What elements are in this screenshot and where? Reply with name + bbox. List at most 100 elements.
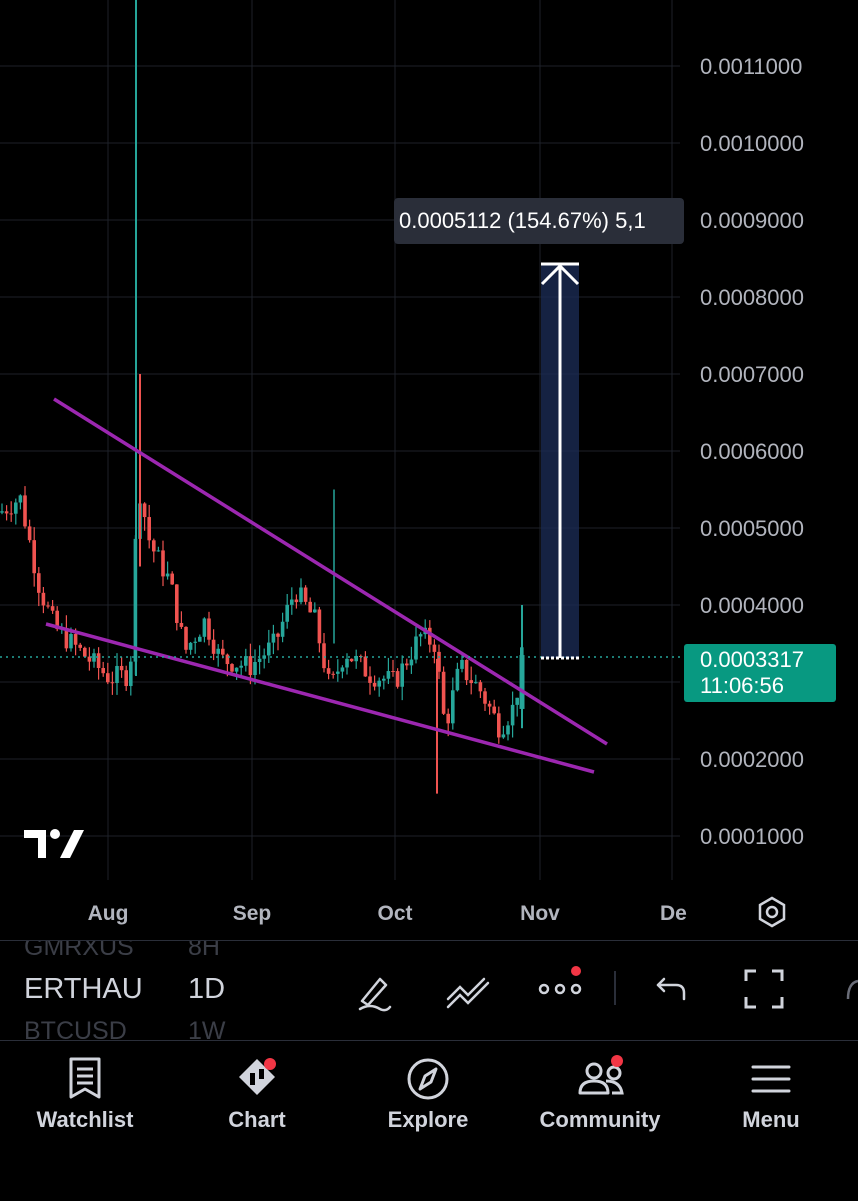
candle-body (451, 690, 455, 724)
candle-body (179, 622, 184, 627)
nav-label: Watchlist (36, 1107, 134, 1132)
undo-icon[interactable] (652, 971, 688, 1007)
candle-body (41, 592, 46, 606)
candle-body (152, 540, 156, 552)
time-tick-label: Oct (377, 902, 412, 925)
candle-body (368, 676, 372, 683)
candle-body (441, 671, 446, 714)
candle-body (409, 659, 414, 666)
candle-body (156, 550, 161, 552)
candle-body (129, 661, 133, 687)
candle-body (395, 671, 400, 687)
candle-body (239, 665, 243, 668)
menu-icon (751, 1065, 791, 1093)
candle-body (92, 653, 96, 662)
candle-body (405, 663, 409, 666)
time-tick-label: De (660, 902, 687, 925)
time-axis: Aug Sep Oct Nov De (88, 902, 687, 925)
compass-icon (407, 1058, 449, 1100)
candle-body (64, 628, 69, 649)
nav-chart[interactable]: Chart (172, 1041, 342, 1151)
chart-settings-icon[interactable] (754, 894, 790, 930)
candle-body (414, 636, 418, 660)
nav-menu[interactable]: Menu (686, 1041, 856, 1151)
candle-body (276, 633, 280, 637)
time-tick-label: Aug (88, 902, 129, 925)
candle-body (83, 647, 87, 657)
time-tick-label: Nov (520, 902, 560, 925)
candle-body (400, 663, 404, 687)
symbol-prev[interactable]: GMRXUS (24, 940, 134, 961)
candle-body (510, 704, 515, 726)
candle-body (377, 680, 381, 687)
candle-body (497, 713, 501, 738)
candle-body (299, 587, 303, 603)
symbol-current[interactable]: ERTHAU (24, 973, 143, 1005)
candle-body (519, 655, 525, 709)
candle-body (101, 668, 105, 674)
candle-body (142, 503, 147, 518)
candle-body (188, 642, 193, 650)
candle-body (326, 668, 331, 674)
drawing-pen-icon[interactable] (352, 969, 396, 1013)
candle-body (515, 697, 519, 705)
candle-body (50, 606, 55, 611)
candle-body (432, 644, 437, 652)
candle-body (372, 682, 377, 687)
candle-body (294, 599, 299, 603)
nav-community[interactable]: Community (515, 1041, 685, 1151)
candle-body (0, 511, 4, 513)
candle-body (46, 605, 50, 607)
trend-tools-icon[interactable] (444, 969, 492, 1013)
interval-current[interactable]: 1D (188, 973, 226, 1005)
price-tick-label: 0.0004000 (700, 593, 804, 618)
candle-body (469, 680, 473, 684)
candle-body (207, 618, 211, 640)
fullscreen-icon[interactable] (742, 967, 786, 1011)
price-tick-label: 0.0001000 (700, 824, 804, 849)
candle-body (4, 511, 9, 514)
nav-label: Chart (228, 1107, 286, 1132)
candle-body (336, 671, 340, 674)
candle-body (285, 604, 289, 622)
more-dots-icon[interactable] (536, 963, 588, 1003)
price-tick-label: 0.0007000 (700, 362, 804, 387)
nav-explore[interactable]: Explore (343, 1041, 513, 1151)
price-chart[interactable]: 0.0011000 0.0010000 0.0009000 0.0008000 0.00… (0, 0, 858, 940)
candle-body (87, 656, 92, 662)
interval-next[interactable]: 1W (188, 1017, 226, 1039)
chart-icon (239, 1058, 276, 1095)
candle-body (492, 706, 496, 714)
candle-body (464, 659, 469, 681)
candle-body (487, 703, 492, 707)
price-axis: 0.0011000 0.0010000 0.0009000 0.0008000 0.00… (700, 54, 804, 849)
price-tick-label: 0.0002000 (700, 747, 804, 772)
candle-body (221, 648, 225, 655)
candle-body (32, 540, 36, 574)
candle-body (119, 665, 124, 671)
community-icon (578, 1055, 624, 1095)
candle-body (455, 668, 460, 691)
candle-body (418, 634, 423, 637)
price-tick-label: 0.0005000 (700, 516, 804, 541)
interval-prev[interactable]: 8H (188, 940, 220, 961)
candle-body (124, 670, 128, 687)
symbol-next[interactable]: BTCUSD (24, 1017, 127, 1039)
drawing-overlays (0, 262, 684, 774)
candle-body (216, 648, 220, 654)
candle-body (331, 673, 335, 675)
candle-body (460, 659, 464, 669)
nav-watchlist[interactable]: Watchlist (0, 1041, 170, 1151)
time-tick-label: Sep (233, 902, 272, 925)
bottom-navigation: Watchlist Chart Explore Community Me (0, 1040, 858, 1201)
candle-body (253, 662, 257, 676)
candle-body (230, 664, 234, 672)
candle-body (193, 641, 197, 643)
candle-body (340, 667, 345, 672)
candle-body (244, 656, 248, 666)
candle-body (474, 682, 478, 684)
candle-body (349, 658, 354, 662)
candle-body (202, 618, 207, 637)
chart-area[interactable]: 0.0011000 0.0010000 0.0009000 0.0008000 0.00… (0, 0, 858, 940)
scroll-more-icon (846, 979, 858, 1000)
